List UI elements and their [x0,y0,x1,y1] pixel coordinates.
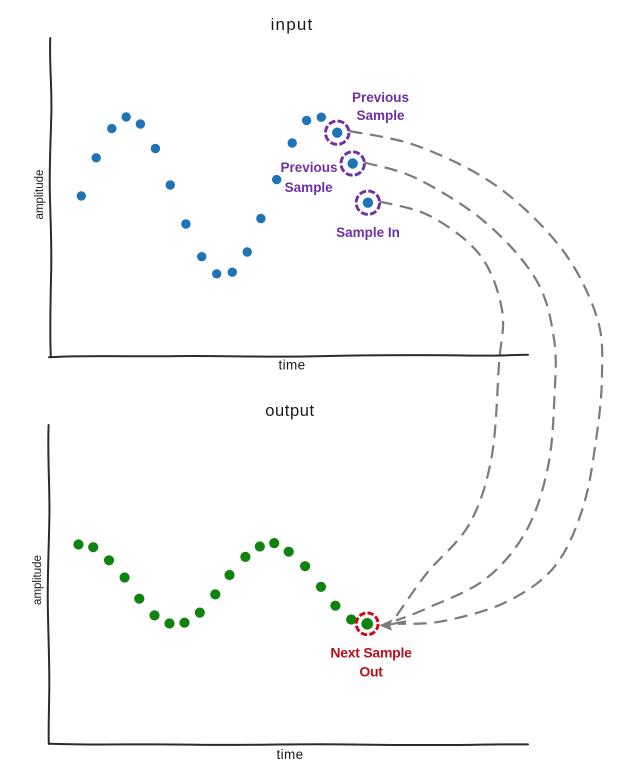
svg-text:amplitude: amplitude [34,170,46,220]
svg-text:Sample In: Sample In [336,225,400,240]
svg-text:Sample: Sample [356,108,405,123]
svg-text:Out: Out [359,663,383,679]
svg-text:input: input [271,15,314,34]
svg-text:time: time [278,357,305,372]
svg-text:time: time [276,747,303,762]
svg-text:Previous: Previous [280,160,337,175]
svg-text:Previous: Previous [352,90,409,105]
svg-text:output: output [265,402,314,420]
svg-text:Sample: Sample [285,180,334,195]
svg-text:Next Sample: Next Sample [330,645,412,661]
svg-text:amplitude: amplitude [32,555,44,605]
